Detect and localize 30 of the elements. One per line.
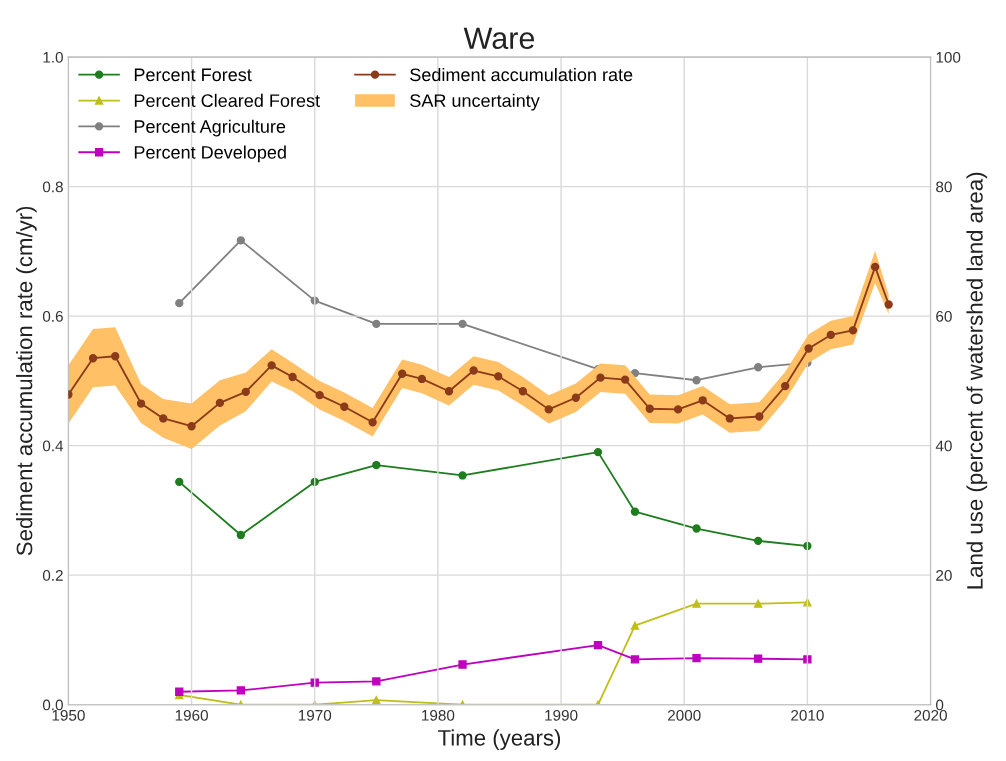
x-tick-label: 2000	[668, 709, 701, 721]
y-tick-label: 0.4	[42, 440, 64, 452]
legend-label: Percent Forest	[134, 68, 252, 82]
x-axis-title: Time (years)	[438, 729, 561, 751]
x-tick-label: 1960	[175, 709, 208, 721]
x-tick-label: 2010	[791, 709, 824, 721]
y-axis-title: Sediment accumulation rate (cm/yr)	[16, 206, 37, 556]
x-tick-label: 1970	[298, 709, 332, 721]
y-tick-label: 0.2	[42, 570, 63, 581]
chart-title: Ware	[463, 27, 535, 50]
y2-axis-title: Land use (percent of watershed land area)	[966, 172, 988, 589]
y-tick-label: 1.0	[43, 51, 63, 63]
y2-tick-label: 60	[936, 310, 952, 322]
legend-label: Percent Agriculture	[134, 119, 286, 137]
y-tick-label: 0.8	[42, 181, 63, 193]
legend-label: Sediment accumulation rate	[410, 67, 633, 82]
x-tick-label: 1990	[545, 709, 578, 721]
x-tick-label: 1950	[52, 709, 85, 721]
legend-label: SAR uncertainty	[410, 93, 540, 111]
y-tick-label: 0.6	[42, 310, 63, 322]
x-tick-label: 2020	[914, 709, 947, 721]
x-tick-label: 1980	[422, 709, 455, 721]
legend-label: Percent Developed	[134, 145, 286, 163]
y2-tick-label: 40	[935, 440, 952, 452]
y-tick-label: 0.0	[42, 699, 63, 711]
y2-tick-label: 20	[936, 570, 952, 581]
legend-label: Percent Cleared Forest	[134, 93, 320, 108]
y2-tick-label: 100	[936, 51, 961, 63]
y2-tick-label: 80	[936, 181, 952, 193]
y2-tick-label: 0	[936, 699, 944, 711]
